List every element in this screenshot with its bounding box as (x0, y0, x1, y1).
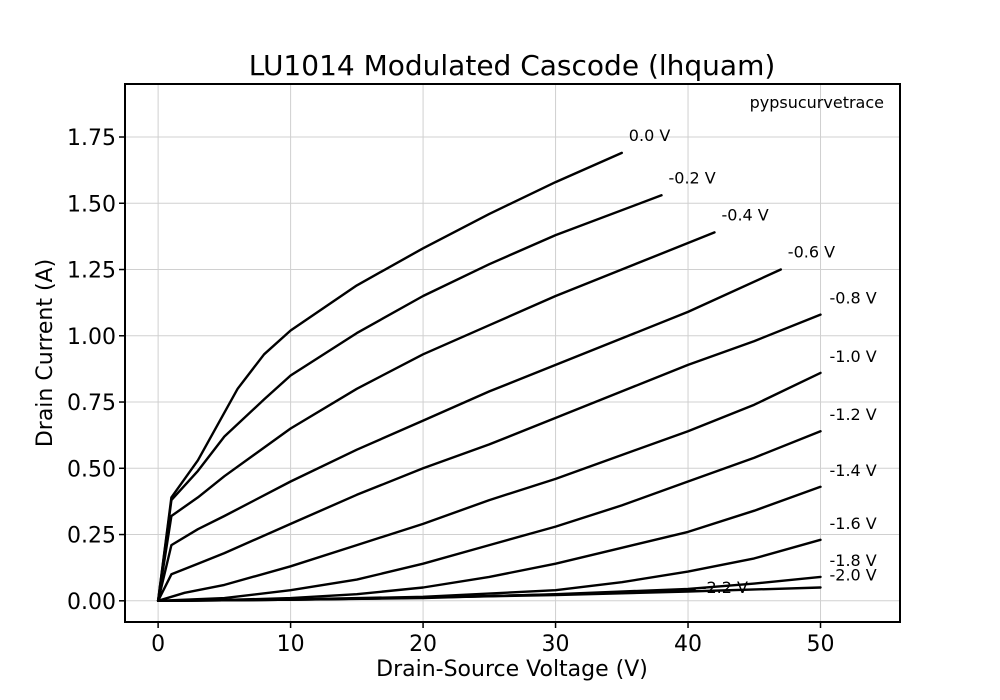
curve-label: -0.4 V (722, 205, 769, 224)
curve-label: -0.8 V (830, 289, 877, 308)
y-tick-label: 0.50 (67, 457, 116, 482)
grid (125, 84, 900, 622)
curve-label: -0.2 V (669, 168, 716, 187)
axis-ticks: 0 10 20 30 40 50 0.00 0.25 0.50 0.75 1.00 1.25 1.50 1… (67, 126, 834, 657)
curve-label: -1.2 V (830, 405, 877, 424)
curve-line (156, 231, 716, 602)
chart-title: LU1014 Modulated Cascode (lhquam) (249, 49, 776, 82)
y-axis-label: Drain Current (A) (33, 259, 58, 447)
x-tick-label: 10 (277, 632, 305, 657)
curve-label: -1.4 V (830, 461, 877, 480)
curve-labels: 0.0 V -0.2 V -0.4 V -0.6 V -0.8 V -1.0 V -1.2 … (629, 126, 877, 597)
x-axis-label: Drain-Source Voltage (V) (376, 657, 648, 682)
curves (156, 151, 822, 602)
curve-label: -1.8 V (830, 551, 877, 570)
x-tick-label: 30 (542, 632, 570, 657)
curve-label: -1.6 V (830, 514, 877, 533)
watermark-label: pypsucurvetrace (750, 93, 884, 112)
curve-label: 0.0 V (629, 126, 671, 145)
curve-line (156, 430, 822, 602)
curve-line (156, 313, 822, 602)
y-tick-label: 0.75 (67, 391, 116, 416)
curve-label: -0.6 V (788, 243, 835, 262)
y-tick-label: 0.00 (67, 590, 116, 615)
y-tick-label: 1.25 (67, 259, 116, 284)
curve-line (156, 151, 623, 602)
curve-label: -1.0 V (830, 347, 877, 366)
curve-line (156, 268, 782, 602)
curve-line (156, 194, 663, 602)
x-tick-label: 40 (674, 632, 702, 657)
x-tick-label: 50 (807, 632, 835, 657)
y-tick-label: 1.75 (67, 126, 116, 151)
curve-label: -2.2 V (701, 578, 748, 597)
curve-label: -2.0 V (830, 566, 877, 585)
x-tick-label: 0 (151, 632, 165, 657)
plot-frame (124, 83, 901, 623)
y-tick-label: 1.50 (67, 192, 116, 217)
x-tick-label: 20 (409, 632, 437, 657)
curve-line (156, 371, 822, 602)
y-tick-label: 1.00 (67, 325, 116, 350)
curve-line (156, 589, 696, 602)
y-tick-label: 0.25 (67, 524, 116, 549)
